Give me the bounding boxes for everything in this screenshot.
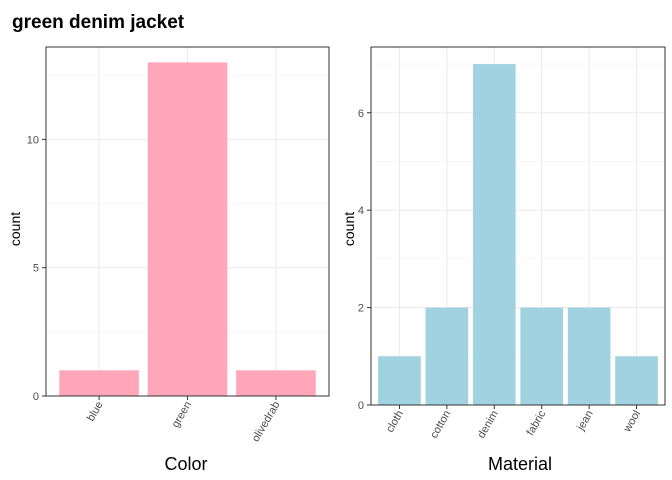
- material-bar-cotton: [425, 307, 469, 405]
- material-panel-border: [370, 46, 666, 406]
- color-bar-green: [147, 62, 228, 396]
- color-x-tick-label-olivedrab: olivedrab: [250, 400, 283, 445]
- color-x-axis-title: Color: [164, 454, 207, 474]
- material-bar-jean: [567, 307, 611, 405]
- material-bar-wool: [615, 356, 658, 405]
- material-bar-fabric: [520, 307, 564, 405]
- color-y-tick-label: 5: [33, 263, 39, 275]
- material-bar-cloth: [378, 356, 421, 405]
- material-x-tick-label-wool: wool: [621, 409, 643, 435]
- material-x-tick-label-fabric: fabric: [524, 408, 548, 438]
- material-y-tick-label: 0: [358, 400, 364, 412]
- material-x-tick-label-denim: denim: [476, 409, 501, 441]
- color-y-tick-label: 0: [33, 391, 39, 403]
- material-y-tick-label: 2: [358, 303, 364, 315]
- material-bar-denim: [472, 64, 516, 406]
- material-y-tick-label: 4: [358, 205, 364, 217]
- color-y-axis-title: count: [7, 212, 23, 246]
- color-panel: 0 5 10 blue green olivedrab: [27, 46, 330, 445]
- color-y-tick-label: 10: [27, 134, 39, 146]
- color-x-tick-label-green: green: [170, 400, 194, 430]
- material-panel: 0 2 4 6 cloth cotton denim fabric jean wool: [358, 46, 666, 441]
- material-x-axis-title: Material: [488, 454, 552, 474]
- color-bar-olivedrab: [236, 370, 316, 396]
- material-x-tick-label-cotton: cotton: [428, 409, 453, 441]
- chart-title: green denim jacket: [12, 12, 185, 33]
- material-x-tick-label-jean: jean: [574, 409, 595, 434]
- material-y-axis-title: count: [341, 212, 357, 246]
- material-y-tick-label: 6: [358, 108, 364, 120]
- color-x-tick-label-blue: blue: [85, 400, 106, 424]
- material-x-tick-label-cloth: cloth: [384, 409, 406, 435]
- color-bar-blue: [59, 370, 139, 396]
